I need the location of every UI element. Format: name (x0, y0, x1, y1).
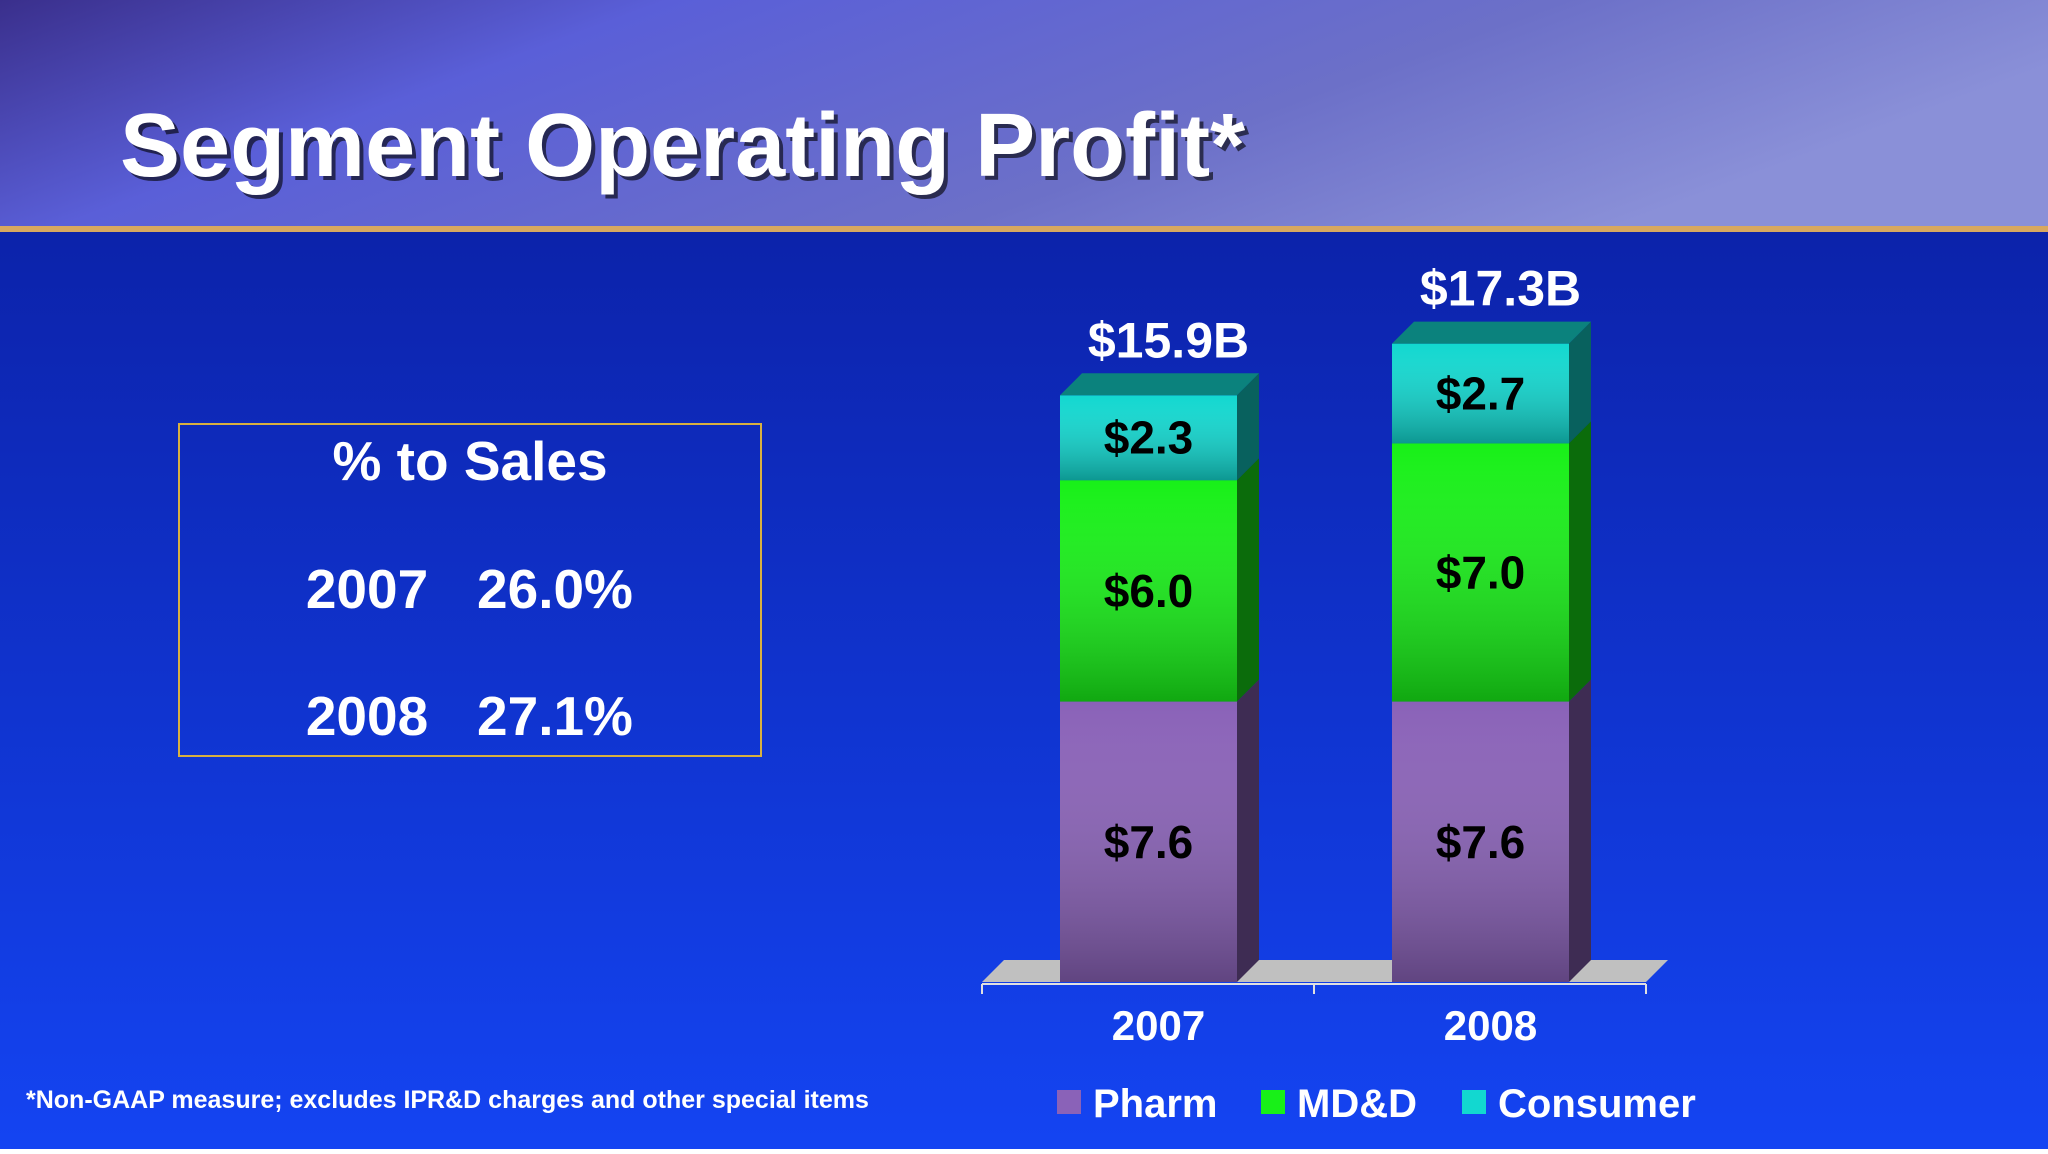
header-band (0, 0, 2048, 228)
title: Segment Operating Profit* (120, 96, 1245, 196)
value-label: $2.7 (1436, 367, 1526, 419)
bar-side (1569, 421, 1591, 702)
legend-label: Consumer (1498, 1082, 1696, 1126)
bar-top (1392, 321, 1591, 344)
total-label: $17.3B (1420, 261, 1581, 317)
bar-shade (1060, 395, 1237, 481)
info-year: 2007 (306, 558, 428, 620)
bar-side (1569, 321, 1591, 444)
bar-shade (1392, 701, 1569, 982)
legend-label: MD&D (1297, 1082, 1417, 1126)
value-label: $7.0 (1436, 546, 1526, 598)
legend-swatch (1057, 1090, 1081, 1114)
info-title: % to Sales (332, 430, 607, 492)
value-label: $7.6 (1104, 816, 1194, 868)
x-tick-label: 2008 (1444, 1002, 1537, 1049)
value-label: $7.6 (1436, 816, 1526, 868)
bar-side (1237, 679, 1259, 982)
legend-swatch (1462, 1090, 1486, 1114)
bar-side (1237, 373, 1259, 481)
bar-side (1569, 679, 1591, 982)
bar-shade (1060, 480, 1237, 702)
footnote: *Non-GAAP measure; excludes IPR&D charge… (26, 1086, 869, 1114)
header-rule (0, 226, 2048, 232)
bar-top (1060, 373, 1259, 396)
value-label: $2.3 (1104, 412, 1194, 464)
bar-side (1237, 458, 1259, 702)
info-year: 2008 (306, 685, 428, 747)
bar-shade (1392, 343, 1569, 444)
info-pct: 26.0% (477, 558, 633, 620)
title-shadow: Segment Operating Profit* (124, 100, 1249, 200)
legend-swatch (1261, 1090, 1285, 1114)
info-pct: 27.1% (477, 685, 633, 747)
total-label: $15.9B (1088, 312, 1249, 368)
legend-label: Pharm (1093, 1082, 1218, 1126)
info-box (178, 423, 762, 757)
x-tick-label: 2007 (1112, 1002, 1205, 1049)
value-label: $6.0 (1104, 565, 1194, 617)
bar-shade (1060, 701, 1237, 982)
bar-shade (1392, 443, 1569, 702)
